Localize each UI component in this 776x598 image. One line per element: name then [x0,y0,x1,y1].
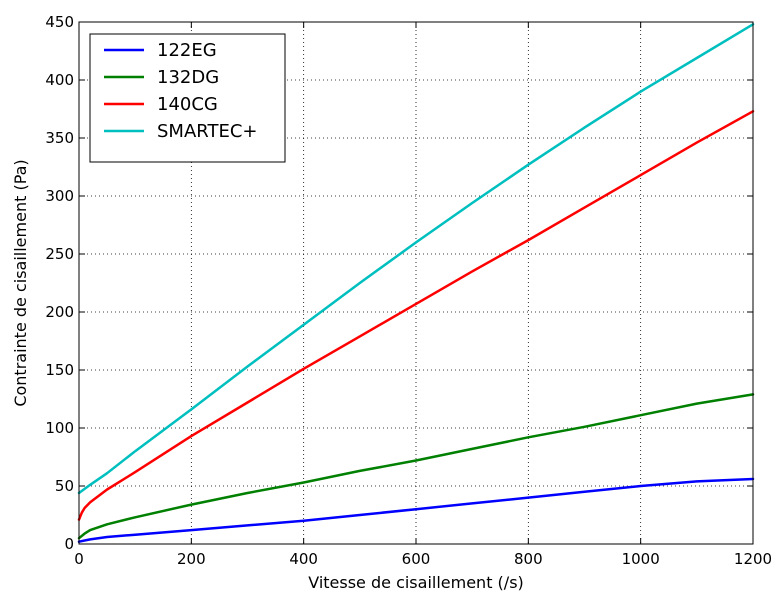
x-tick-label: 0 [74,550,84,568]
legend-label: 122EG [157,40,217,61]
y-tick-label: 50 [55,477,74,495]
y-tick-label: 400 [45,71,74,89]
grid [79,22,753,544]
x-tick-label: 400 [289,550,318,568]
legend-box [89,33,286,163]
series-line-122eg [77,477,755,543]
y-tick-label: 450 [45,13,74,31]
series-line-132dg [77,393,755,540]
y-tick-label: 200 [45,303,74,321]
legend-label: 132DG [157,67,219,88]
series-line-140cg [77,110,755,521]
y-tick-label: 350 [45,129,74,147]
x-tick-label: 800 [514,550,543,568]
x-tick-label: 1000 [622,550,660,568]
x-tick-label: 200 [177,550,206,568]
ticks: 0 200 400 600 800 1000 1200 0 50 100 150 200 250 300 3… [45,13,772,568]
series-line-smartec- [77,23,755,495]
legend-label: 140CG [157,94,218,115]
y-tick-label: 0 [64,535,74,553]
x-tick-label: 1200 [734,550,772,568]
legend: 122EG 132DG 140CG SMARTEC+ [89,33,286,163]
y-tick-label: 150 [45,361,74,379]
x-tick-label: 600 [402,550,431,568]
y-tick-label: 300 [45,187,74,205]
legend-label: SMARTEC+ [157,121,258,142]
x-axis-label: Vitesse de cisaillement (/s) [308,573,524,592]
y-tick-label: 100 [45,419,74,437]
series-lines [77,23,755,543]
y-axis-label: Contrainte de cisaillement (Pa) [11,159,30,406]
y-tick-label: 250 [45,245,74,263]
